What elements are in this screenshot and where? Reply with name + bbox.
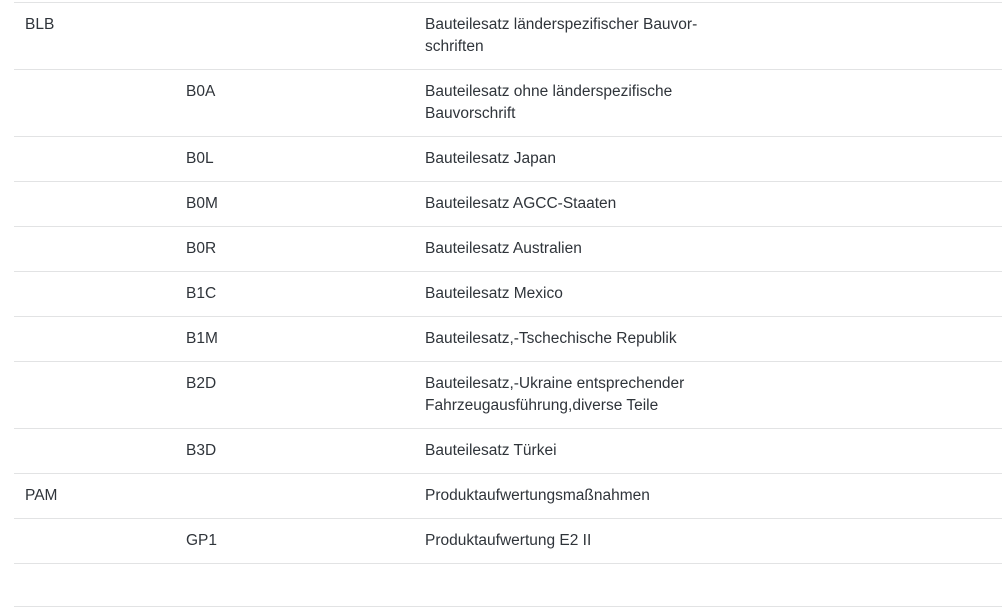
description-cell: Produktaufwertungsmaßnahmen (425, 487, 650, 504)
option-codes-table: BLB Bauteilesatz länderspezifischer Bauvo… (14, 2, 1002, 607)
description-cell: Bauteilesatz,-Tschechische Republik (425, 330, 677, 347)
table-row: GP1 Produktaufwertung E2 II (14, 518, 1002, 563)
sub-code-cell: B0L (186, 150, 214, 167)
table-row: PAM Produktaufwertungsmaßnahmen (14, 473, 1002, 518)
table-row: B0A Bauteilesatz ohne länderspezifische B… (14, 69, 1002, 136)
group-code-cell (14, 328, 186, 350)
table-row: B2D Bauteilesatz,-Ukraine entsprechender … (14, 361, 1002, 428)
group-code-cell (14, 530, 186, 552)
sub-code-cell (186, 14, 425, 58)
table-row: B0M Bauteilesatz AGCC-Staaten (14, 181, 1002, 226)
sub-code-cell: B1C (186, 285, 217, 302)
description-cell: Bauteilesatz länderspezifischer Bauvor- … (425, 16, 698, 55)
sub-code-cell: B0A (186, 83, 216, 100)
group-code-cell (14, 283, 186, 305)
table-row: B0L Bauteilesatz Japan (14, 136, 1002, 181)
description-cell: Bauteilesatz Japan (425, 150, 556, 167)
table-row: B3D Bauteilesatz Türkei (14, 428, 1002, 473)
sub-code-cell: B3D (186, 442, 217, 459)
group-code-cell (14, 575, 186, 595)
group-code-cell (14, 373, 186, 417)
sub-code-cell: GP1 (186, 532, 218, 549)
table-row: B1M Bauteilesatz,-Tschechische Republik (14, 316, 1002, 361)
description-cell: Bauteilesatz AGCC-Staaten (425, 195, 617, 212)
group-code-cell: PAM (25, 487, 58, 504)
sub-code-cell: B1M (186, 330, 218, 347)
group-code-cell (14, 193, 186, 215)
description-cell: Bauteilesatz Türkei (425, 442, 557, 459)
sub-code-cell: B2D (186, 375, 217, 392)
sub-code-cell (186, 575, 425, 595)
description-cell: Bauteilesatz Australien (425, 240, 582, 257)
group-code-cell (14, 81, 186, 125)
group-code-cell (14, 148, 186, 170)
empty-row (14, 563, 1002, 607)
description-cell: Produktaufwertung E2 II (425, 532, 592, 549)
sub-code-cell: B0R (186, 240, 217, 257)
group-code-cell (14, 440, 186, 462)
description-cell (425, 575, 735, 595)
group-code-cell: BLB (25, 16, 55, 33)
sub-code-cell: B0M (186, 195, 218, 212)
table-row: BLB Bauteilesatz länderspezifischer Bauvo… (14, 2, 1002, 69)
table-row: B0R Bauteilesatz Australien (14, 226, 1002, 271)
description-cell: Bauteilesatz ohne länderspezifische Bauv… (425, 83, 673, 122)
sub-code-cell (186, 485, 425, 507)
table-row: B1C Bauteilesatz Mexico (14, 271, 1002, 316)
description-cell: Bauteilesatz Mexico (425, 285, 563, 302)
group-code-cell (14, 238, 186, 260)
description-cell: Bauteilesatz,-Ukraine entsprechender Fah… (425, 375, 685, 414)
